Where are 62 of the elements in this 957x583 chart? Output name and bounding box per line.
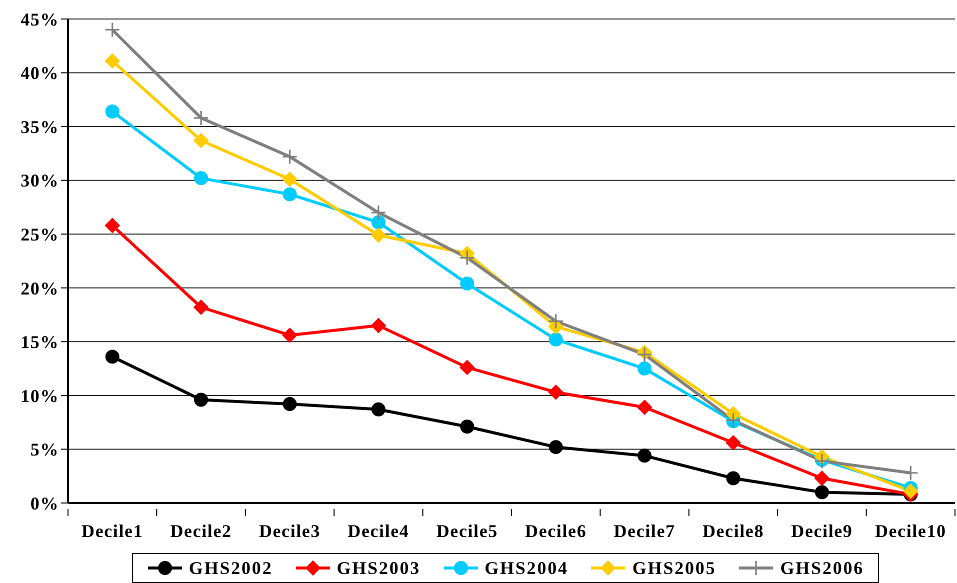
point (548, 332, 563, 347)
point (194, 171, 208, 186)
y-tick-label: 45% (20, 9, 59, 30)
point (903, 484, 918, 499)
legend-label: GHS2004 (484, 558, 568, 578)
point (726, 435, 741, 450)
x-tick-label: Decile1 (82, 521, 144, 541)
point (370, 228, 386, 243)
y-tick-label: 40% (20, 63, 59, 84)
point (282, 397, 297, 412)
point (104, 53, 120, 68)
x-tick-label: Decile10 (874, 521, 946, 541)
point (282, 328, 298, 343)
point (638, 448, 652, 463)
x-tick-label: Decile5 (436, 521, 498, 541)
point (548, 313, 564, 330)
point (105, 104, 120, 118)
x-tick-label: Decile6 (525, 521, 587, 541)
point (282, 172, 298, 187)
legend-label: GHS2006 (780, 558, 864, 578)
legend-label: GHS2005 (632, 558, 716, 578)
y-tick-label: 15% (20, 332, 59, 352)
point (104, 22, 120, 38)
point (548, 384, 564, 400)
y-tick-label: 35% (20, 116, 59, 137)
y-tick-label: 30% (20, 170, 59, 191)
x-tick-label: Decile3 (258, 521, 321, 541)
legend-label: GHS2003 (336, 558, 421, 578)
point (104, 218, 120, 234)
x-tick-label: Decile2 (170, 521, 232, 541)
point (726, 471, 740, 486)
y-tick-label: 0% (30, 493, 59, 514)
point (194, 300, 209, 315)
point (459, 250, 475, 266)
point (193, 110, 209, 126)
point (638, 362, 652, 376)
point (371, 215, 386, 230)
point (371, 402, 386, 416)
point (282, 148, 298, 164)
y-tick-label: 5% (30, 440, 59, 460)
point (460, 360, 475, 375)
point (282, 187, 297, 202)
point (194, 392, 208, 407)
x-tick-label: Decile4 (348, 521, 410, 541)
y-tick-label: 25% (20, 224, 59, 244)
point (814, 485, 829, 500)
point (370, 318, 386, 334)
point (548, 440, 563, 454)
y-tick-label: 20% (20, 278, 59, 298)
point (460, 276, 474, 291)
point (105, 350, 120, 364)
x-tick-label: Decile9 (791, 521, 853, 541)
point (194, 133, 209, 148)
legend-label: GHS2002 (188, 558, 273, 578)
point (460, 420, 474, 434)
point (814, 470, 830, 486)
point (370, 204, 386, 220)
point (637, 400, 652, 415)
y-tick-label: 10% (20, 386, 59, 406)
point (902, 465, 918, 481)
x-tick-label: Decile7 (614, 521, 676, 541)
x-tick-label: Decile8 (702, 521, 764, 541)
